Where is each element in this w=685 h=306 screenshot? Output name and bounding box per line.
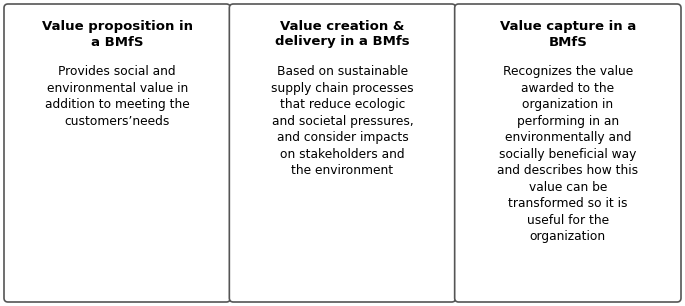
Text: Based on sustainable
supply chain processes
that reduce ecologic
and societal pr: Based on sustainable supply chain proces… [271,65,414,177]
Text: Value creation &
delivery in a BMfs: Value creation & delivery in a BMfs [275,20,410,48]
FancyBboxPatch shape [229,4,456,302]
FancyBboxPatch shape [455,4,681,302]
Text: Value capture in a
BMfS: Value capture in a BMfS [500,20,636,48]
FancyBboxPatch shape [4,4,230,302]
Text: Value proposition in
a BMfS: Value proposition in a BMfS [42,20,192,48]
Text: Recognizes the value
awarded to the
organization in
performing in an
environment: Recognizes the value awarded to the orga… [497,65,638,243]
Text: Provides social and
environmental value in
addition to meeting the
customers’nee: Provides social and environmental value … [45,65,190,128]
